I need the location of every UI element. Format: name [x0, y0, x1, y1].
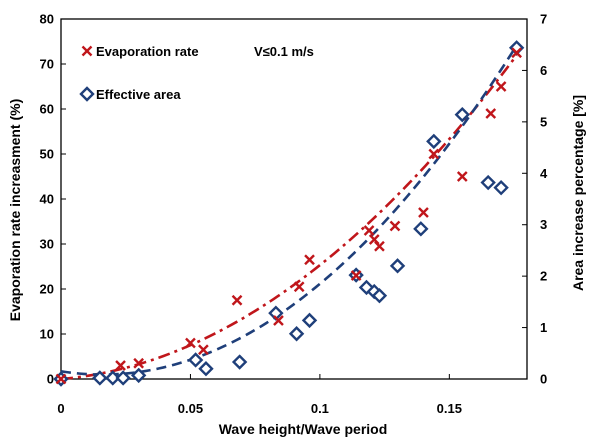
evaporation-point-stroke-b	[428, 148, 440, 160]
area-point	[301, 312, 318, 329]
evaporation-point-stroke-b	[231, 294, 243, 306]
legend-area-diamond-icon	[79, 86, 95, 102]
x-tick-label: 0	[57, 401, 64, 416]
area-point	[198, 361, 214, 377]
evaporation-point	[363, 225, 375, 236]
area-point	[454, 106, 470, 123]
x-tick-label: 0.15	[437, 401, 462, 416]
evaporation-point	[495, 81, 507, 92]
y2-tick-label: 2	[540, 269, 547, 284]
area-point	[371, 287, 388, 304]
evaporation-point	[198, 344, 209, 356]
evaporation-point-stroke-b	[133, 357, 145, 369]
velocity-annotation: V≤0.1 m/s	[254, 44, 314, 59]
y2-tick-label: 0	[540, 372, 547, 387]
evaporation-point	[55, 373, 67, 385]
area-point	[130, 367, 147, 384]
y2-tick-label: 6	[540, 63, 547, 78]
evaporation-point	[293, 281, 305, 293]
evaporation-point	[133, 357, 145, 369]
evaporation-point	[511, 47, 522, 59]
x-axis-title: Wave height/Wave period	[219, 421, 388, 437]
y-axis-title: Evaporation rate increasment (%)	[7, 99, 23, 322]
area-point	[187, 352, 204, 368]
evaporation-point-stroke-b	[374, 240, 385, 252]
y2-tick-label: 5	[540, 114, 547, 129]
evaporation-point	[350, 270, 362, 281]
area-point	[480, 174, 496, 191]
area-point	[389, 258, 406, 274]
y-tick-label: 80	[40, 12, 54, 27]
evaporation-point	[185, 337, 196, 349]
evaporation-point	[428, 148, 440, 160]
evaporation-point-stroke-b	[389, 220, 401, 232]
data-points	[53, 40, 525, 387]
evaporation-point-stroke-b	[456, 171, 468, 182]
area-point	[426, 133, 442, 150]
evaporation-point-stroke-b	[115, 360, 126, 371]
evaporation-point-stroke-b	[511, 47, 522, 59]
y-tick-label: 0	[47, 372, 54, 387]
legend-evaporation-marker-stroke-b	[81, 45, 93, 57]
evaporation-point-stroke-b	[485, 108, 497, 119]
evaporation-point	[304, 254, 315, 266]
evaporation-point-stroke-b	[304, 254, 315, 266]
area-point	[231, 354, 248, 370]
area-point	[493, 179, 509, 196]
evaporation-point-stroke-b	[368, 234, 380, 245]
legend-area-label: Effective area	[96, 87, 181, 102]
area-point	[115, 370, 131, 386]
evaporation-point-stroke-b	[363, 225, 375, 236]
x-tick-label: 0.1	[311, 401, 329, 416]
y2-tick-label: 7	[540, 12, 547, 27]
y-tick-label: 40	[40, 192, 54, 207]
y2-axis-title: Area increase percentage [%]	[570, 95, 586, 291]
evaporation-point	[418, 207, 429, 218]
area-point	[288, 326, 305, 342]
evaporation-point-stroke-b	[273, 315, 284, 326]
area-trendline	[60, 44, 518, 376]
legend: Evaporation rate Effective area	[79, 44, 199, 102]
evaporation-point-stroke-b	[350, 270, 362, 281]
evaporation-point	[485, 108, 497, 119]
area-point	[413, 221, 429, 237]
evaporation-point	[389, 220, 401, 232]
legend-evaporation-label: Evaporation rate	[96, 44, 199, 59]
y-tick-label: 50	[40, 147, 54, 162]
legend-evaporation-marker	[81, 45, 93, 57]
y-tick-label: 70	[40, 57, 54, 72]
evaporation-point-stroke-b	[293, 281, 305, 293]
evaporation-point-stroke-b	[55, 373, 67, 385]
evaporation-point-stroke-b	[418, 207, 429, 218]
evaporation-point	[115, 360, 126, 371]
y-tick-label: 30	[40, 237, 54, 252]
evaporation-point-stroke-b	[198, 344, 209, 356]
y2-tick-label: 1	[540, 320, 547, 335]
evaporation-point	[456, 171, 468, 182]
evaporation-point	[273, 315, 284, 326]
y-tick-label: 10	[40, 327, 54, 342]
area-point	[92, 370, 108, 386]
evaporation-point	[231, 294, 243, 306]
y2-tick-label: 3	[540, 217, 547, 232]
evaporation-point-stroke-b	[185, 337, 196, 349]
y2-tick-label: 4	[540, 166, 548, 181]
evaporation-point	[374, 240, 385, 252]
y-tick-label: 20	[40, 282, 54, 297]
evaporation-point-stroke-b	[495, 81, 507, 92]
area-point	[105, 370, 121, 386]
y-tick-label: 60	[40, 102, 54, 117]
x-tick-label: 0.05	[178, 401, 203, 416]
legend-area-marker	[79, 86, 95, 102]
legend-evaporation-x-icon	[81, 45, 93, 57]
